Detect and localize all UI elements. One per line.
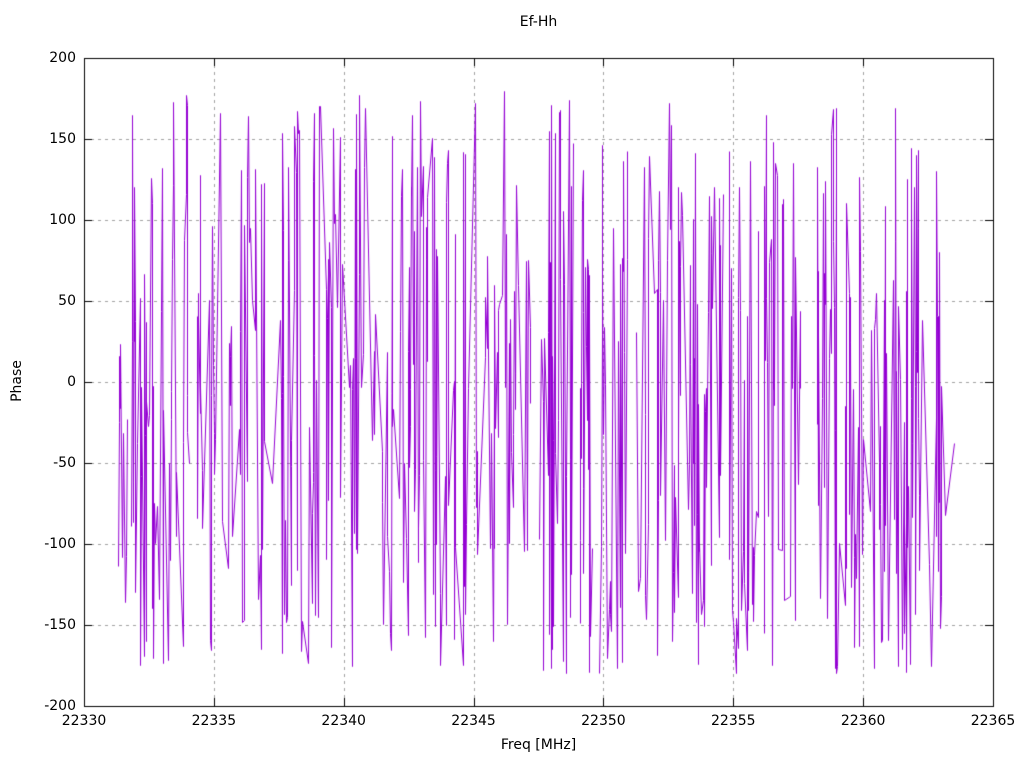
- x-tick-label: 22360: [840, 713, 886, 729]
- y-tick-label: -100: [44, 536, 76, 552]
- x-tick-label: 22340: [321, 713, 366, 729]
- y-tick-label: -50: [53, 455, 76, 471]
- chart-title: Ef-Hh: [519, 14, 558, 30]
- x-tick-label: 22345: [451, 713, 496, 729]
- y-tick-label: 0: [67, 374, 76, 390]
- y-tick-label: -200: [44, 698, 76, 714]
- x-tick-label: 22335: [191, 713, 237, 729]
- x-tick-label: 22365: [970, 713, 1016, 729]
- x-axis-label: Freq [MHz]: [500, 737, 577, 753]
- x-tick-label: 22330: [61, 713, 107, 729]
- y-tick-label: -150: [44, 617, 76, 633]
- y-tick-label: 100: [49, 212, 76, 228]
- x-tick-label: 22355: [711, 713, 756, 729]
- x-tick-label: 22350: [581, 713, 626, 729]
- y-tick-label: 150: [49, 131, 76, 147]
- y-tick-label: 200: [49, 50, 76, 66]
- y-tick-label: 50: [58, 293, 76, 309]
